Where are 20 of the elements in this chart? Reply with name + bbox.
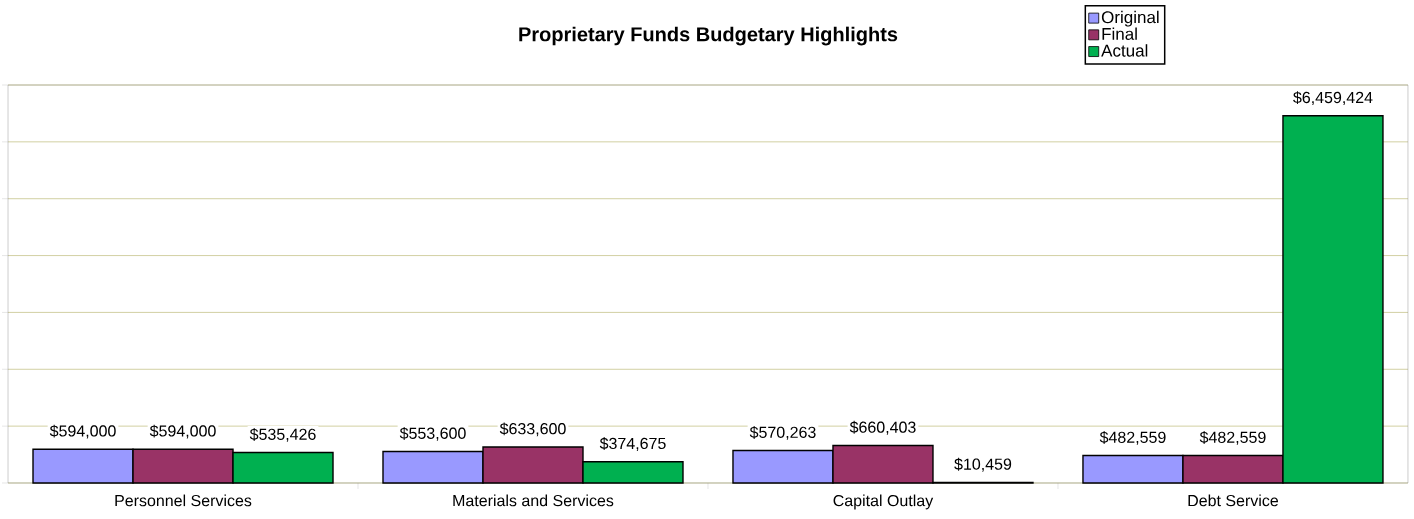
data-label: $570,263	[749, 425, 816, 440]
data-label: $660,403	[849, 420, 916, 435]
data-label: $6,459,424	[1293, 91, 1373, 106]
data-label: $482,559	[1199, 430, 1266, 445]
legend-label: Original	[1101, 10, 1159, 27]
data-label: $535,426	[249, 427, 316, 442]
data-label: $594,000	[49, 424, 116, 439]
x-tick-label: Materials and Services	[453, 494, 614, 507]
x-tick-label: Capital Outlay	[833, 494, 934, 510]
data-label: $374,675	[599, 437, 666, 451]
data-label: $553,600	[399, 426, 466, 441]
legend-label: Actual	[1101, 44, 1148, 57]
data-label: $482,559	[1099, 430, 1166, 445]
legend-label: Final	[1102, 27, 1137, 40]
x-tick-label: Personnel Services	[115, 494, 252, 507]
data-label: $10,459	[954, 457, 1012, 472]
chart-title: Proprietary Funds Budgetary Highlights	[519, 26, 898, 46]
data-label: $594,000	[149, 424, 216, 439]
data-label: $633,600	[499, 422, 566, 437]
x-tick-label: Debt Service	[1188, 494, 1279, 507]
